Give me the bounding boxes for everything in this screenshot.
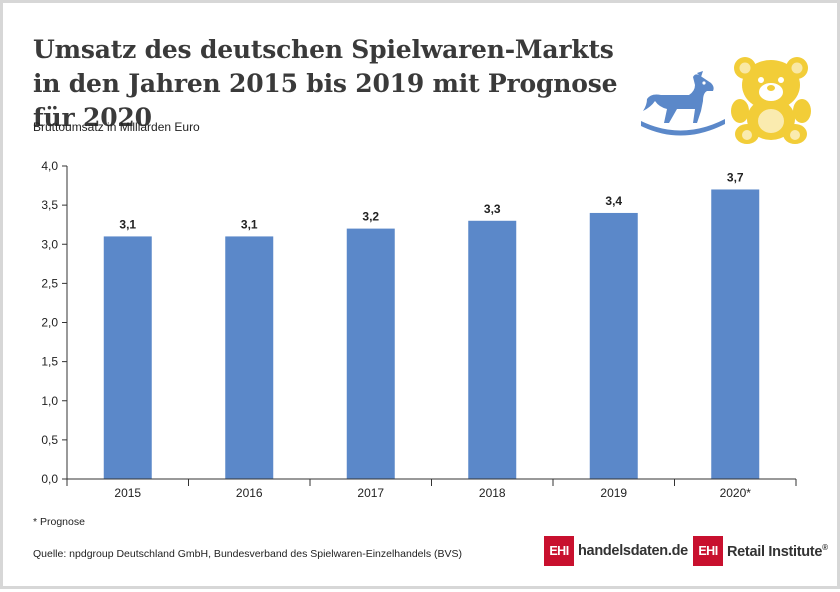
x-tick-label: 2019 [600, 486, 627, 500]
y-tick-label: 1,0 [41, 394, 58, 408]
teddy-bear-icon [731, 57, 811, 144]
source-note: Quelle: npdgroup Deutschland GmbH, Bunde… [33, 548, 462, 560]
y-tick-label: 2,5 [41, 276, 58, 290]
chart-title: Umsatz des deutschen Spielwaren-Markts i… [33, 35, 618, 132]
ehi-mark: EHI [544, 536, 574, 566]
data-label: 3,2 [362, 210, 379, 224]
bar-2015 [103, 236, 152, 479]
y-tick-label: 2,0 [41, 316, 58, 330]
y-tick-label: 1,5 [41, 355, 58, 369]
bar-2016 [225, 236, 274, 479]
x-tick-label: 2015 [114, 486, 141, 500]
data-label: 3,1 [119, 217, 136, 231]
x-tick-label: 2018 [479, 486, 506, 500]
data-label: 3,3 [484, 202, 501, 216]
x-axis: 2015 2016 2017 2018 2019 2020* [66, 478, 797, 500]
data-label: 3,7 [727, 170, 744, 184]
y-tick-label: 3,5 [41, 198, 58, 212]
handelsdaten-label: handelsdaten.de [578, 543, 688, 559]
bar-2019 [589, 212, 638, 479]
y-tick-label: 3,0 [41, 237, 58, 251]
bars: 3,1 3,1 3,2 3,3 3,4 3,7 [103, 170, 760, 479]
x-tick-label: 2016 [236, 486, 263, 500]
y-tick-label: 0,0 [41, 472, 58, 486]
handelsdaten-logo: EHI handelsdaten.de [544, 536, 688, 566]
bar-2017 [346, 228, 395, 479]
data-label: 3,4 [605, 194, 622, 208]
y-axis: 0,0 0,5 1,0 1,5 2,0 2,5 3,0 3,5 4,0 [41, 159, 68, 486]
y-tick-label: 0,5 [41, 433, 58, 447]
x-tick-label: 2017 [357, 486, 384, 500]
ehi-mark: EHI [693, 536, 723, 566]
bar-2020* [711, 189, 760, 479]
bar-chart: 0,0 0,5 1,0 1,5 2,0 2,5 3,0 3,5 4,0 3,1 3,1 3,2 3,3… [41, 159, 797, 500]
x-tick-label: 2020* [720, 486, 752, 500]
ehi-retail-institute-logo: EHI Retail Institute® [693, 536, 828, 566]
data-label: 3,1 [241, 217, 258, 231]
bar-2018 [468, 220, 517, 479]
y-tick-label: 4,0 [41, 159, 58, 173]
retail-institute-label: Retail Institute® [727, 542, 828, 560]
footnote: * Prognose [33, 516, 85, 528]
rocking-horse-icon [641, 71, 725, 136]
y-axis-label: Bruttoumsatz in Milliarden Euro [33, 120, 200, 134]
